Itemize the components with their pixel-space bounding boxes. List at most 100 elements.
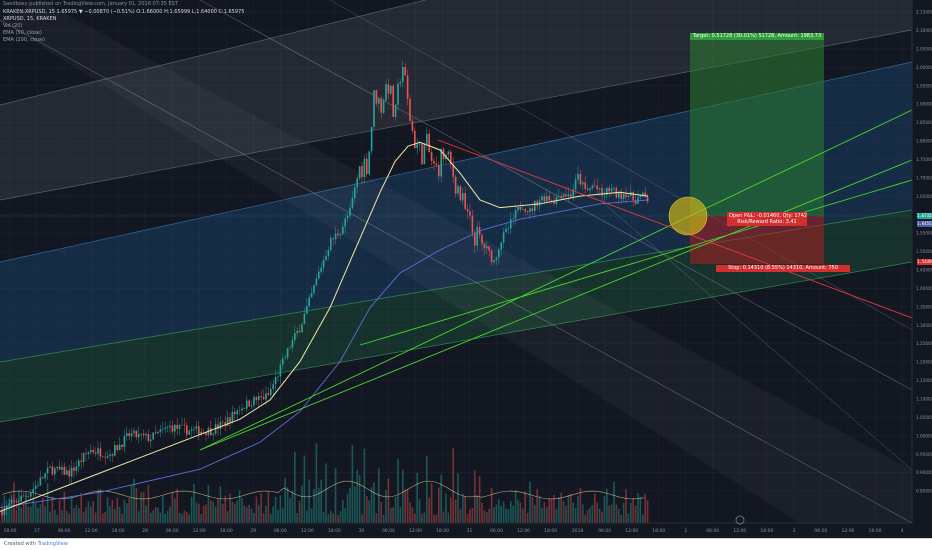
tradingview-logo[interactable]: TradingView bbox=[37, 541, 68, 547]
candle-body bbox=[591, 185, 594, 189]
candle-body bbox=[253, 397, 255, 406]
volume-bar bbox=[262, 512, 265, 523]
stop-label[interactable]: Stop: 0.14310 (8.55%) 14310, Amount: 750 bbox=[716, 265, 850, 272]
candle-body bbox=[450, 151, 452, 165]
candle-body bbox=[99, 448, 102, 457]
candle-body bbox=[577, 173, 579, 180]
candle-body bbox=[466, 209, 469, 212]
candle-body bbox=[27, 496, 30, 497]
volume-bar bbox=[625, 489, 627, 523]
candle-body bbox=[296, 330, 298, 334]
candle-body bbox=[164, 427, 166, 429]
volume-bar bbox=[586, 510, 589, 523]
candle-body bbox=[452, 164, 454, 177]
open-pl-label[interactable]: Open P&L: -0.01460, Qty: 1742 Risk/Rewar… bbox=[727, 212, 807, 226]
candle-body bbox=[330, 238, 332, 251]
volume-bar bbox=[498, 499, 500, 523]
candle-body bbox=[116, 445, 118, 451]
time-tick-label: 12:00 bbox=[193, 528, 206, 534]
volume-bar bbox=[579, 487, 582, 523]
price-tick-label: 1.05000 bbox=[916, 415, 932, 420]
volume-bar bbox=[142, 491, 145, 523]
candle-body bbox=[246, 400, 248, 409]
ema200-line bbox=[0, 199, 649, 509]
candle-body bbox=[241, 408, 243, 411]
candle-body bbox=[270, 389, 272, 395]
price-axis[interactable]: 2.15000 2.10000 2.05000 2.00000 1.95000 1.900… bbox=[916, 10, 932, 494]
symbol-line[interactable]: KRAKEN:XRPUSD, 15 1.65975 ▼ −0.00870 (−0… bbox=[3, 9, 245, 15]
candle-body bbox=[162, 428, 164, 430]
candle-body bbox=[387, 84, 390, 94]
volume-bar bbox=[277, 509, 279, 523]
candle-body bbox=[272, 384, 274, 390]
candle-body bbox=[337, 233, 339, 236]
candle-body bbox=[171, 425, 174, 432]
candle-body bbox=[375, 90, 378, 104]
volume-bar bbox=[66, 510, 68, 523]
volume-bar bbox=[181, 513, 183, 523]
candle-body bbox=[277, 376, 279, 378]
volume-bar bbox=[558, 497, 560, 523]
volume-bar bbox=[248, 504, 250, 523]
candle-body bbox=[202, 431, 205, 433]
volume-bar bbox=[596, 502, 598, 523]
indicator-ema50[interactable]: EMA (50, close) bbox=[3, 30, 42, 36]
volume-bar bbox=[169, 506, 171, 523]
volume-bar bbox=[222, 503, 224, 523]
indicator-volume[interactable]: Vol (20) bbox=[3, 23, 23, 29]
footer-created-with: Created with bbox=[4, 541, 36, 547]
candle-body bbox=[234, 411, 236, 415]
target-label[interactable]: Target: 0.51728 (30.01%) 51728, Amount: … bbox=[690, 33, 824, 40]
volume-bar bbox=[642, 514, 644, 523]
ema-price-tag: 1.64555 bbox=[917, 221, 932, 227]
volume-bar bbox=[632, 498, 634, 523]
candle-body bbox=[200, 431, 202, 435]
volume-bar bbox=[380, 501, 382, 523]
volume-bar bbox=[135, 488, 138, 523]
candle-body bbox=[327, 250, 330, 257]
volume-bar bbox=[375, 513, 378, 523]
volume-bar bbox=[15, 509, 18, 523]
candle-body bbox=[169, 425, 171, 428]
go-to-realtime-icon[interactable] bbox=[735, 515, 745, 525]
volume-bar bbox=[138, 511, 140, 523]
candle-body bbox=[428, 133, 430, 153]
price-tick-label: 1.80000 bbox=[916, 139, 932, 144]
price-tick-label: 0.90000 bbox=[916, 470, 932, 475]
candle-body bbox=[546, 196, 548, 202]
candle-body bbox=[543, 196, 546, 202]
volume-bar bbox=[450, 497, 452, 523]
volume-bar bbox=[510, 501, 512, 523]
candle-body bbox=[526, 211, 529, 213]
volume-bar bbox=[462, 493, 464, 523]
candle-body bbox=[541, 196, 543, 201]
candle-body bbox=[366, 158, 368, 175]
volume-bar bbox=[644, 494, 646, 523]
time-tick-label: 30 bbox=[359, 528, 365, 534]
volume-bar bbox=[22, 503, 25, 523]
time-tick-label: 12:00 bbox=[301, 528, 314, 534]
volume-bar bbox=[613, 481, 615, 523]
volume-bar bbox=[162, 495, 164, 523]
volume-bars bbox=[1, 443, 649, 523]
volume-bar bbox=[435, 514, 438, 523]
volume-bar bbox=[390, 508, 392, 523]
volume-bar bbox=[517, 499, 519, 523]
volume-bar bbox=[176, 488, 178, 523]
candle-body bbox=[603, 194, 606, 196]
candle-body bbox=[454, 176, 457, 194]
volume-bar bbox=[402, 469, 404, 523]
candle-body bbox=[402, 67, 404, 83]
time-axis[interactable]: 18:00 27 06:00 12:00 18:00 28 06:00 12:00 18:00 2… bbox=[4, 528, 904, 534]
candle-body bbox=[51, 466, 54, 475]
candle-body bbox=[282, 358, 284, 365]
volume-bar bbox=[502, 501, 505, 523]
volume-bar bbox=[512, 505, 514, 523]
volume-bar bbox=[130, 484, 133, 523]
volume-bar bbox=[366, 496, 368, 523]
indicator-ema200[interactable]: EMA (200, close) bbox=[3, 37, 45, 43]
candle-body bbox=[92, 450, 94, 453]
candle-body bbox=[142, 433, 145, 436]
ema50-line bbox=[0, 141, 649, 512]
price-tick-label: 1.15000 bbox=[916, 378, 932, 383]
